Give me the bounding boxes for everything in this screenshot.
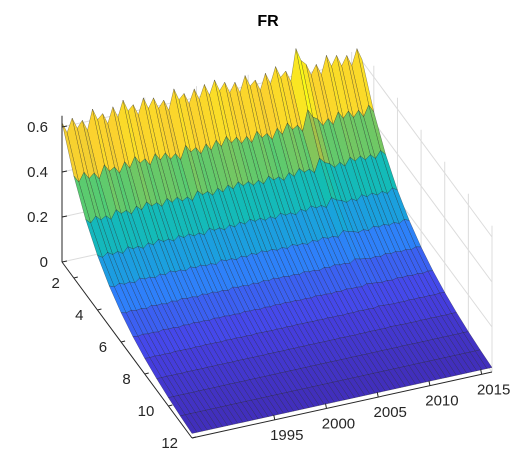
y-tick-label: 2 [51,275,59,292]
x-tick-mark [324,403,327,409]
y-tick-mark [97,308,102,311]
y-tick-mark [168,404,173,407]
z-tick-label: 0.2 [27,209,48,226]
chart-title: FR [257,13,279,30]
y-tick-label: 4 [75,307,83,324]
x-axis-line [191,371,493,439]
x-tick-label: 2010 [425,393,458,410]
x-tick-mark [376,391,379,398]
y-tick-mark [73,276,78,279]
z-tick-mark [61,260,68,263]
x-tick-label: 2005 [374,404,407,421]
y-tick-mark [120,340,126,343]
z-tick-mark [61,170,68,173]
x-tick-label: 2015 [477,381,510,398]
z-tick-label: 0.6 [27,119,48,136]
z-axis-ticks: 0 0.2 0.4 0.6 [27,119,68,271]
y-tick-label: 6 [99,339,107,356]
x-axis-ticks: 1995 2000 2005 2010 2015 [270,369,510,444]
z-tick-label: 0 [40,254,48,271]
x-tick-label: 2000 [322,415,355,432]
y-tick-mark [144,372,149,375]
z-tick-mark [61,125,68,128]
surface-face [179,414,198,434]
y-tick-label: 10 [138,403,155,420]
z-tick-mark [61,215,68,218]
x-tick-mark [428,380,431,386]
y-tick-mark [191,436,197,439]
y-tick-label: 12 [161,435,178,452]
x-tick-mark [480,369,483,375]
x-tick-label: 1995 [270,427,303,444]
axes-lines [61,115,493,439]
y-axis-line [61,261,193,439]
y-tick-label: 8 [122,371,130,388]
surface-plot [61,48,493,434]
z-tick-label: 0.4 [27,164,48,181]
x-tick-mark [273,414,276,420]
